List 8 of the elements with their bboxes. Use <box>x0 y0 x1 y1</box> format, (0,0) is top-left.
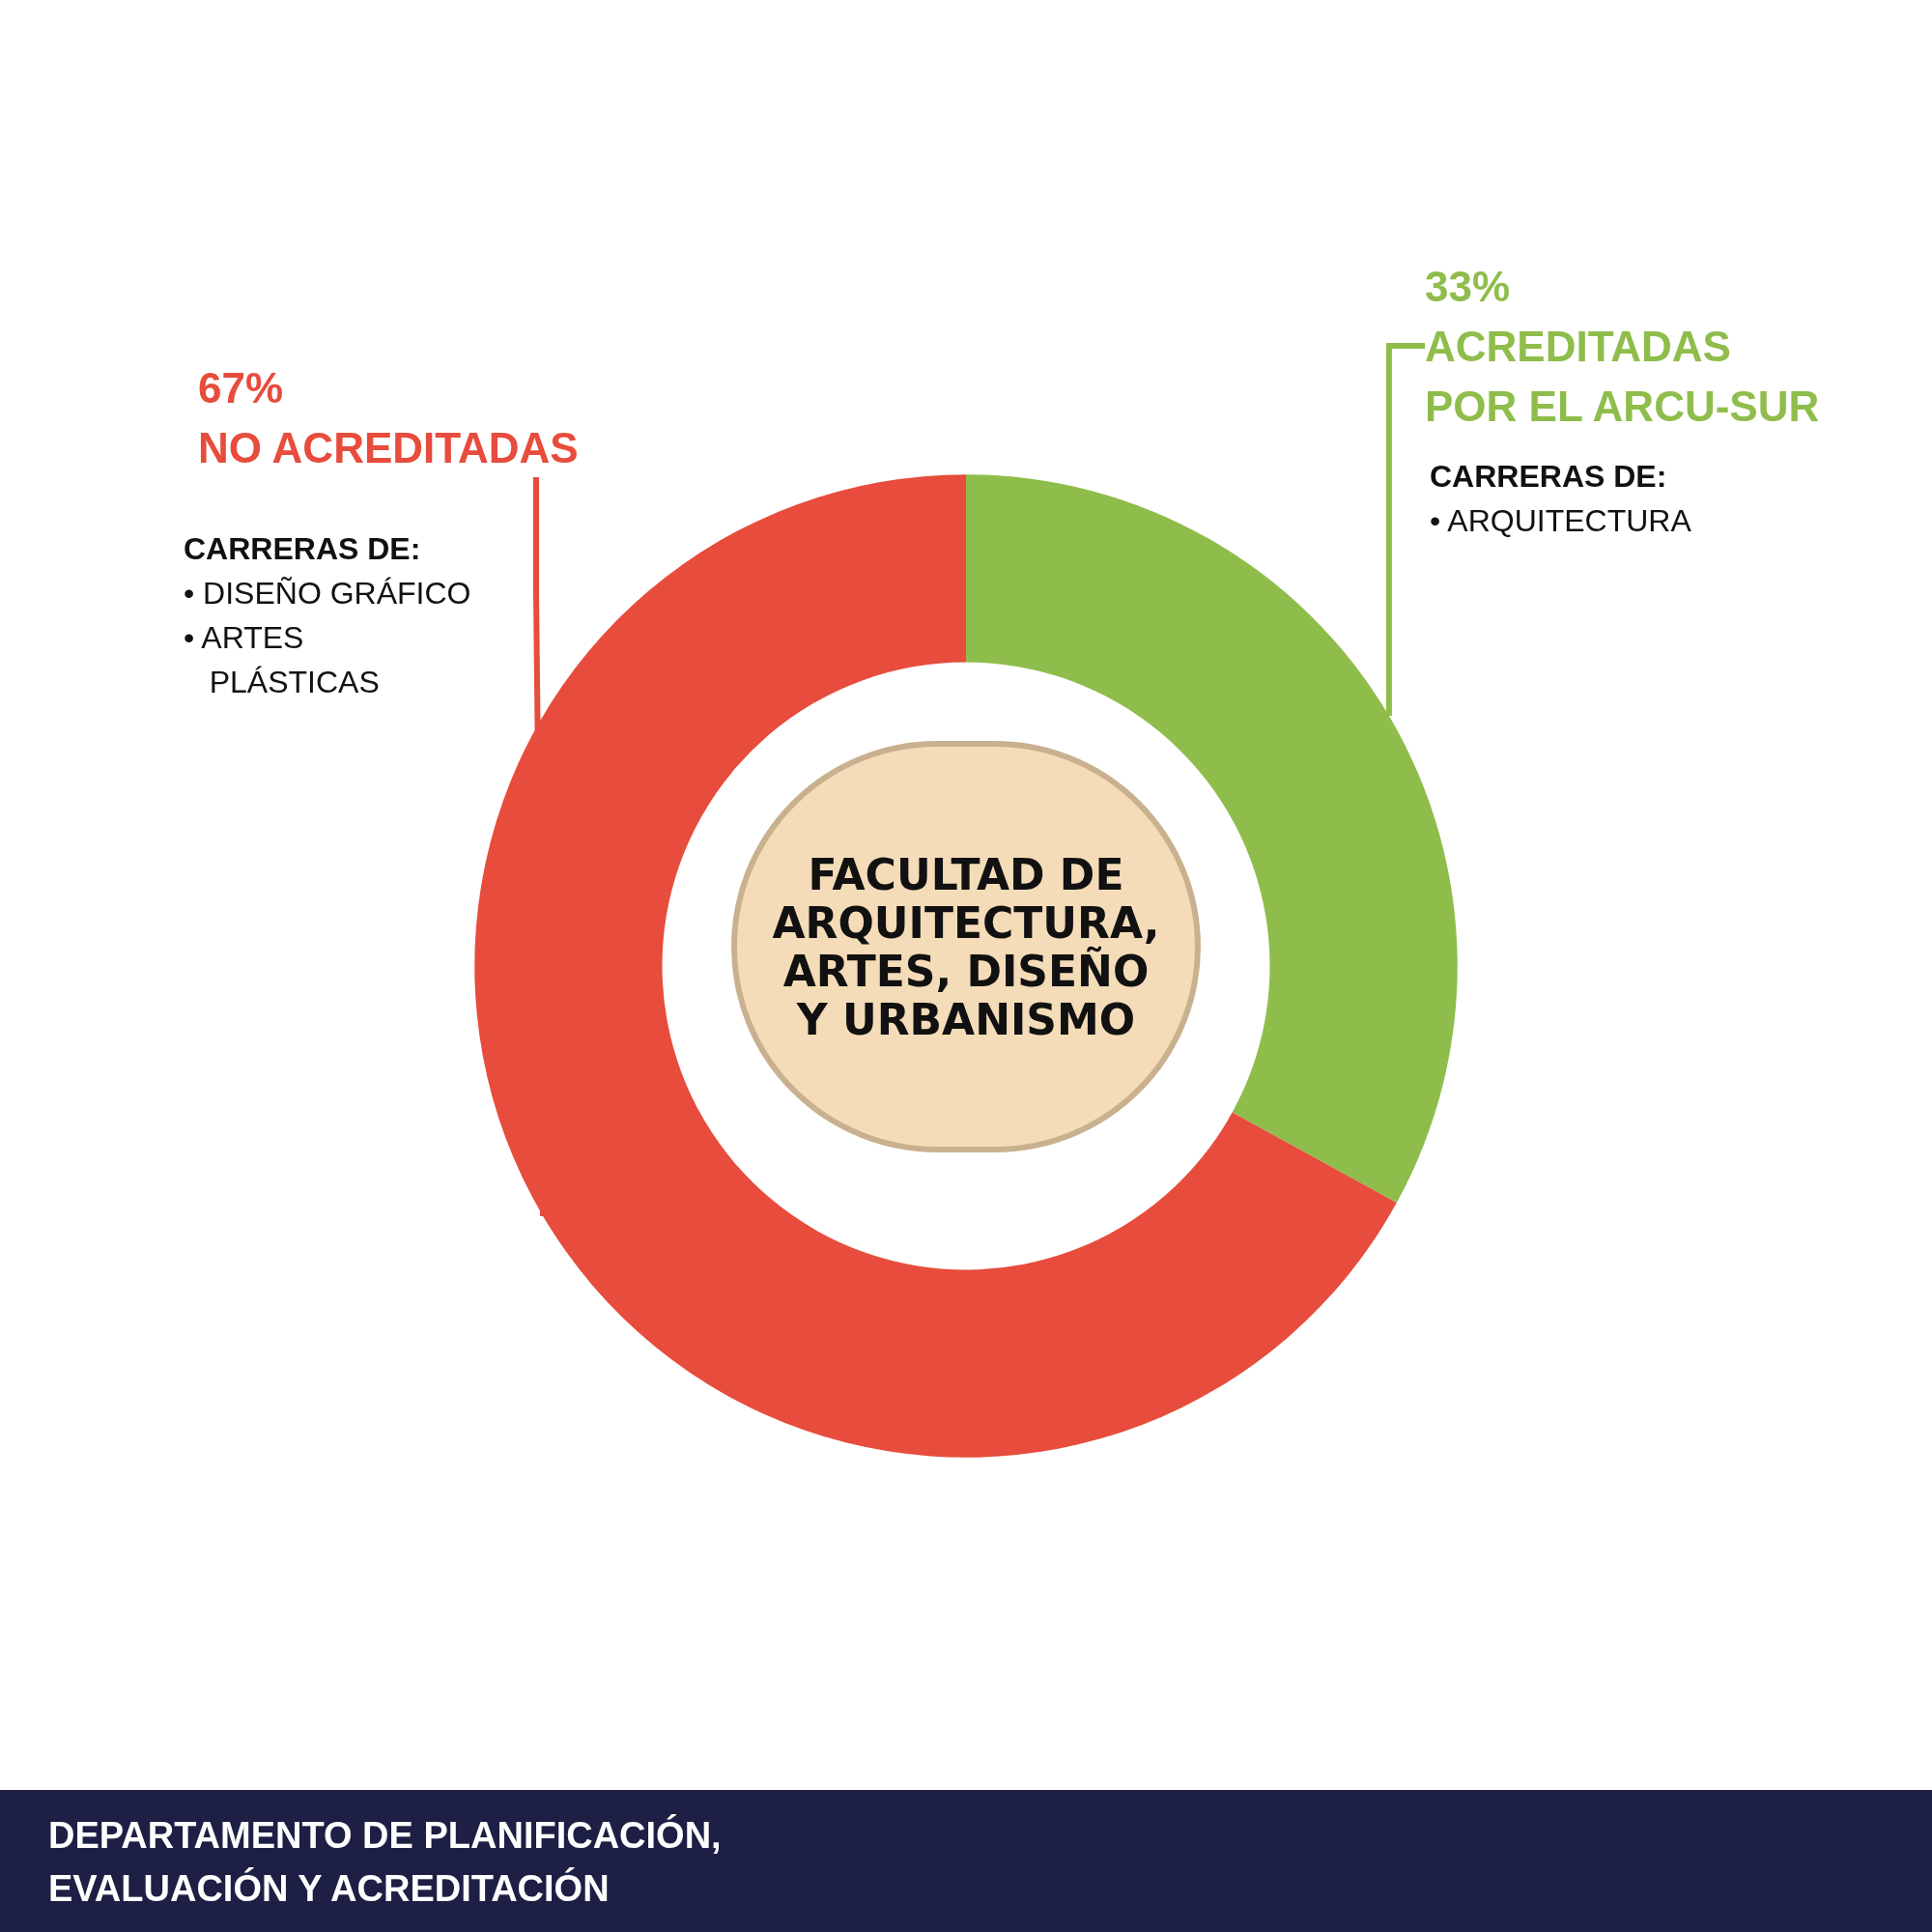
text: CARRERAS DE: • DISEÑO GRÁFICO • ARTES PLÁSTICAS <box>184 530 471 701</box>
slice-label: NO ACREDITADAS <box>198 423 579 471</box>
text: DEPARTAMENTO DE PLANIFICACIÓN, EVALUACIÓN Y ACREDITACIÓN <box>0 1790 1932 1932</box>
text: FACULTAD DE ARQUITECTURA, ARTES, DISEÑO Y URBANISMO <box>772 849 1160 1044</box>
data-label: 33% <box>1425 262 1511 310</box>
slice-label: ACREDITADAS POR EL ARCU-SUR <box>1425 322 1820 430</box>
text: CARRERAS DE: • ARQUITECTURA <box>1430 458 1691 540</box>
data-label: 67% <box>198 363 284 412</box>
